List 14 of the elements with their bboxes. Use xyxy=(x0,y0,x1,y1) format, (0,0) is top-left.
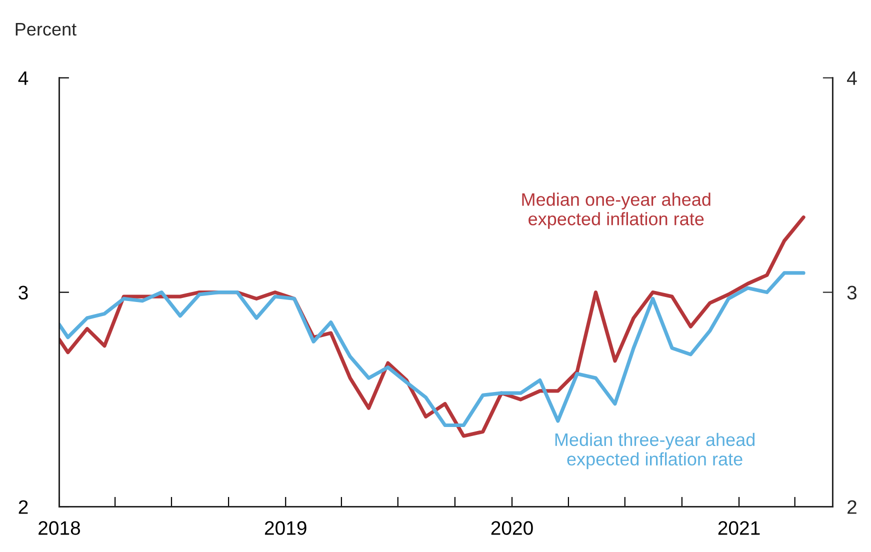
text: Median one-year ahead expected inflation rate xyxy=(522,192,710,229)
series-label: Median three-year ahead expected inflation rate xyxy=(555,432,755,470)
x-tick-label: 2020 xyxy=(491,521,533,535)
y2-tick-label: 2 xyxy=(848,500,856,514)
y-tick-label: 4 xyxy=(18,72,28,85)
y-tick-label: 3 xyxy=(18,286,28,300)
y-tick-label: 2 xyxy=(18,500,28,514)
y2-tick-label: 3 xyxy=(847,286,857,300)
line-series xyxy=(59,271,806,428)
y2-tick-label: 4 xyxy=(847,72,857,85)
y-axis-title: Percent xyxy=(16,23,76,36)
x-tick-label: 2021 xyxy=(718,521,760,535)
x-tick-label: 2019 xyxy=(264,521,306,535)
x-tick-label: 2018 xyxy=(38,521,80,535)
